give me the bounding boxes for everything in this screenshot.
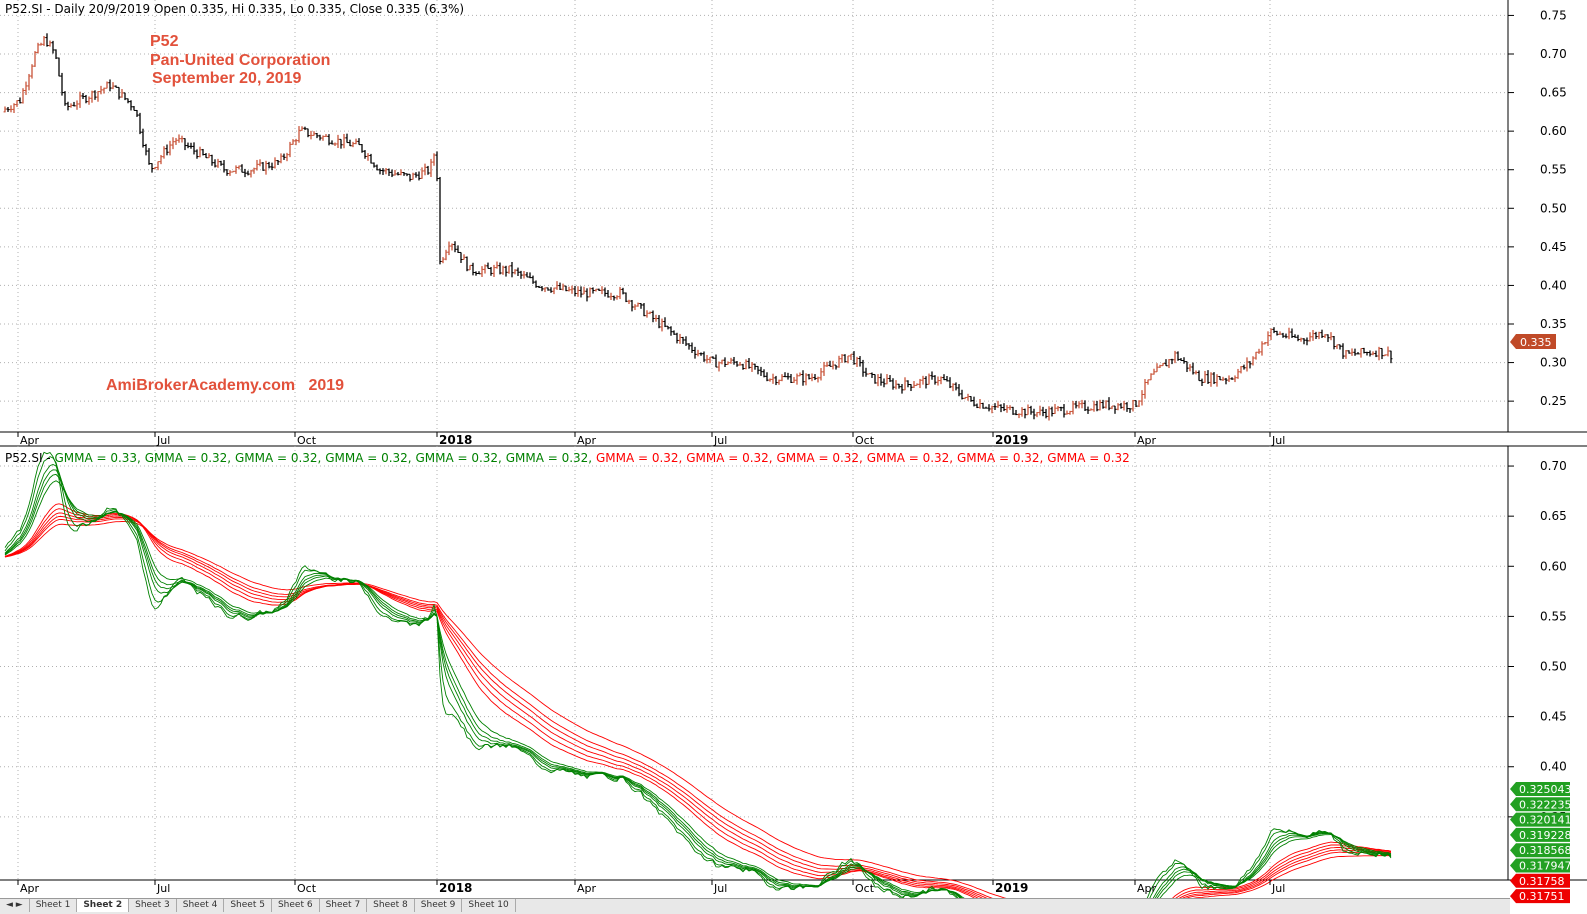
ticker-title: P52 (150, 33, 179, 50)
x-axis-label: 2019 (995, 433, 1028, 447)
gmma-y-tick: 0.60 (1540, 559, 1567, 573)
gmma-legend-label: GMMA = 0.32, (321, 451, 411, 465)
gmma-line (4, 451, 1392, 913)
x-axis-label: Apr (1137, 882, 1157, 895)
last-price-tag: 0.335 (1510, 334, 1556, 349)
price-y-axis: 0.75 0.70 0.65 0.60 0.55 0.50 0.45 0.40 0.35 0.30… (1508, 8, 1567, 408)
sheet-tab[interactable]: Sheet 7 (320, 899, 368, 912)
x-axis-label: 2018 (439, 881, 472, 895)
gmma-line (4, 456, 1392, 913)
x-axis-label: Jul (713, 882, 727, 895)
gmma-header: P52.SI - GMMA = 0.33, GMMA = 0.32, GMMA … (5, 451, 1130, 465)
ohlc-bars (3, 33, 1393, 421)
gmma-y-tick: 0.70 (1540, 459, 1567, 473)
price-header: P52.SI - Daily 20/9/2019 Open 0.335, Hi … (5, 2, 464, 16)
gmma-line (4, 464, 1392, 913)
gmma-legend-label: GMMA = 0.32, (412, 451, 502, 465)
price-y-tick: 0.45 (1540, 240, 1567, 254)
gmma-ribbons (4, 451, 1392, 913)
gmma-value-tags: 0.325043 0.322235 0.320141 0.319228 0.318568… (1510, 782, 1572, 904)
sheet-tab[interactable]: Sheet 3 (129, 899, 177, 912)
x-axis-label: Apr (20, 434, 40, 447)
sheet-tab[interactable]: Sheet 6 (272, 899, 320, 912)
price-grid (0, 0, 1508, 432)
sheet-tab[interactable]: Sheet 8 (367, 899, 415, 912)
gmma-y-tick: 0.45 (1540, 710, 1567, 724)
x-axis-label: Jul (156, 882, 170, 895)
sheet-tab-strip: ◄ ► Sheet 1 Sheet 2 Sheet 3 Sheet 4 Sheet 5 Sh… (0, 898, 1510, 914)
sheet-tab[interactable]: Sheet 10 (462, 899, 516, 912)
sheet-tab[interactable]: Sheet 9 (415, 899, 463, 912)
gmma-y-tick: 0.65 (1540, 509, 1567, 523)
price-y-tick: 0.70 (1540, 47, 1567, 61)
gmma-y-tick: 0.40 (1540, 760, 1567, 774)
x-axis-label: Apr (20, 882, 40, 895)
gmma-value-tag: 0.31758 (1519, 875, 1565, 888)
price-y-tick: 0.40 (1540, 278, 1567, 292)
sheet-tab[interactable]: Sheet 5 (224, 899, 272, 912)
price-x-axis: Apr Jul Oct 2018 Apr Jul Oct 2019 Apr Jul (17, 432, 1285, 447)
x-axis-label: 2019 (995, 881, 1028, 895)
gmma-legend-label: GMMA = 0.33, (54, 451, 140, 465)
x-axis-label: Jul (1271, 434, 1285, 447)
x-axis-label: Apr (577, 882, 597, 895)
gmma-legend-label: GMMA = 0.32, (592, 451, 682, 465)
price-y-tick: 0.25 (1540, 394, 1567, 408)
price-y-tick: 0.65 (1540, 86, 1567, 100)
gmma-y-tick: 0.50 (1540, 660, 1567, 674)
gmma-line (4, 469, 1392, 913)
gmma-x-axis: Apr Jul Oct 2018 Apr Jul Oct 2019 Apr Jul (17, 880, 1285, 895)
gmma-legend-label: GMMA = 0.32, (231, 451, 321, 465)
gmma-grid (0, 446, 1508, 880)
last-price-label: 0.335 (1520, 336, 1552, 349)
sheet-tab[interactable]: Sheet 4 (177, 899, 225, 912)
price-panel: 0.75 0.70 0.65 0.60 0.55 0.50 0.45 0.40 0.35 0.30… (0, 0, 1587, 447)
x-axis-label: Jul (713, 434, 727, 447)
x-axis-label: Apr (577, 434, 597, 447)
gmma-value-tag: 0.325043 (1519, 783, 1572, 796)
gmma-line (4, 503, 1392, 913)
price-y-tick: 0.75 (1540, 8, 1567, 22)
price-y-tick: 0.60 (1540, 124, 1567, 138)
tab-nav-arrows[interactable]: ◄ ► (0, 899, 30, 912)
sheet-tab[interactable]: Sheet 2 (77, 899, 130, 912)
x-axis-label: Jul (156, 434, 170, 447)
gmma-value-tag: 0.317947 (1519, 860, 1572, 873)
sheet-tab[interactable]: Sheet 1 (30, 899, 78, 912)
gmma-legend-label: GMMA = 0.32, (773, 451, 863, 465)
gmma-legend-label: GMMA = 0.32, (863, 451, 953, 465)
x-axis-label: Oct (297, 434, 317, 447)
gmma-value-tag: 0.318568 (1519, 844, 1572, 857)
gmma-panel: 0.700.650.600.550.500.450.400.35 P52.SI … (0, 445, 1587, 913)
price-y-tick: 0.30 (1540, 356, 1567, 370)
x-axis-label: 2018 (439, 433, 472, 447)
gmma-y-axis: 0.700.650.600.550.500.450.400.35 (1508, 459, 1567, 824)
gmma-legend-label: GMMA = 0.32 (1043, 451, 1129, 465)
price-y-tick: 0.35 (1540, 317, 1567, 331)
price-y-tick: 0.55 (1540, 163, 1567, 177)
gmma-legend-label: GMMA = 0.32, (502, 451, 592, 465)
watermark-text: AmiBrokerAcademy.com 2019 (106, 377, 344, 394)
gmma-value-tag: 0.319228 (1519, 829, 1572, 842)
gmma-value-tag: 0.31751 (1519, 890, 1565, 903)
x-axis-label: Oct (297, 882, 317, 895)
gmma-line (4, 473, 1392, 913)
x-axis-label: Jul (1271, 882, 1285, 895)
gmma-header-prefix: P52.SI - (5, 451, 54, 465)
x-axis-label: Oct (855, 434, 875, 447)
gmma-line (4, 480, 1392, 913)
company-title: Pan-United Corporation (150, 52, 330, 69)
gmma-value-tag: 0.322235 (1519, 798, 1572, 811)
gmma-y-tick: 0.55 (1540, 609, 1567, 623)
date-title: September 20, 2019 (152, 70, 302, 87)
x-axis-label: Apr (1137, 434, 1157, 447)
gmma-value-tag: 0.320141 (1519, 814, 1572, 827)
gmma-legend-label: GMMA = 0.32, (141, 451, 231, 465)
price-y-tick: 0.50 (1540, 201, 1567, 215)
x-axis-label: Oct (855, 882, 875, 895)
gmma-legend-label: GMMA = 0.32, (953, 451, 1043, 465)
gmma-legend-label: GMMA = 0.32, (682, 451, 772, 465)
